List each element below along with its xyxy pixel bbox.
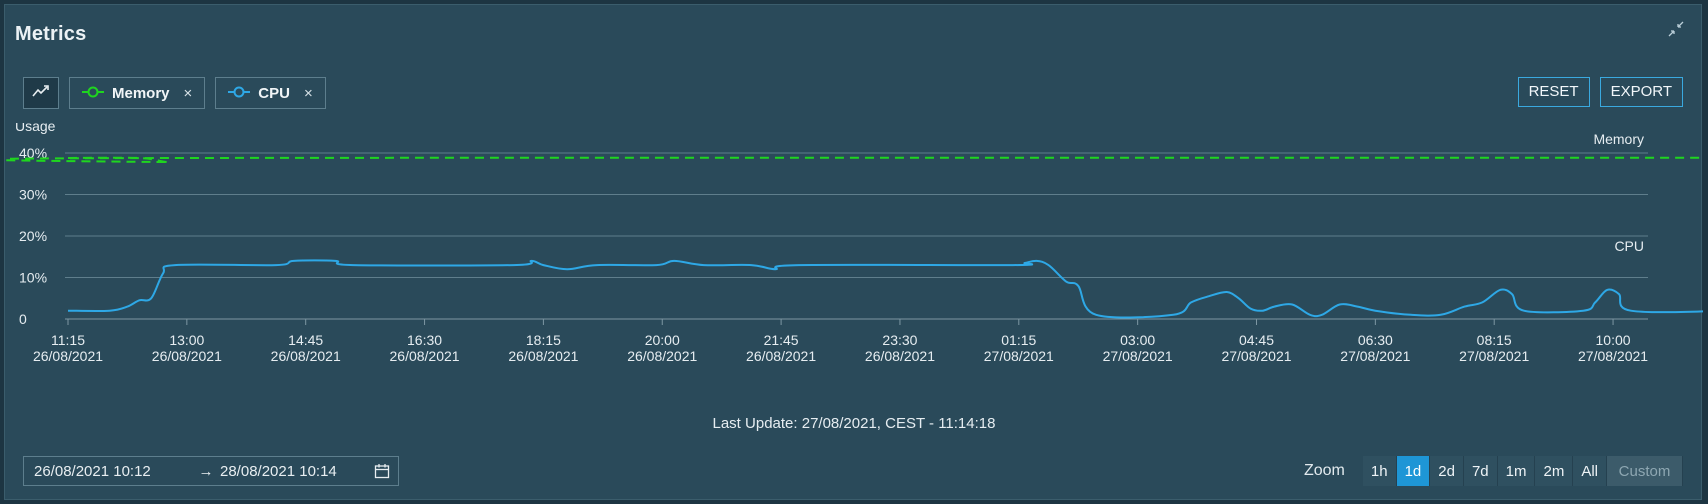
y-tick-label: 20% (19, 228, 47, 244)
panel-title: Metrics (15, 23, 87, 45)
x-tick-time: 11:15 (51, 332, 85, 348)
x-tick-date: 27/08/2021 (1578, 348, 1648, 364)
export-button[interactable]: EXPORT (1599, 77, 1683, 107)
series-marker-icon (82, 85, 104, 102)
remove-series-icon[interactable]: × (303, 84, 313, 102)
zoom-1m-button[interactable]: 1m (1497, 456, 1536, 486)
chart-actions: RESET EXPORT (1517, 77, 1683, 107)
last-update-text: Last Update: 27/08/2021, CEST - 11:14:18 (712, 415, 996, 432)
series-end-label: Memory (1593, 131, 1644, 147)
x-tick-time: 23:30 (882, 332, 917, 348)
date-range-picker[interactable]: 26/08/2021 10:12 → 28/08/2021 10:14 (23, 456, 399, 486)
zoom-controls: Zoom 1h 1d 2d 7d 1m 2m All Custom (1304, 456, 1683, 486)
x-tick-time: 01:15 (1001, 332, 1036, 348)
series-end-label: CPU (1614, 238, 1644, 254)
x-tick-date: 26/08/2021 (627, 348, 697, 364)
series-chip-label: Memory (112, 84, 170, 102)
x-tick-time: 08:15 (1477, 332, 1512, 348)
x-tick-time: 03:00 (1120, 332, 1155, 348)
calendar-icon[interactable] (374, 463, 390, 479)
y-tick-label: 10% (19, 270, 47, 286)
zoom-1h-button[interactable]: 1h (1362, 456, 1397, 486)
range-end-input[interactable]: 28/08/2021 10:14 (220, 462, 337, 480)
x-tick-time: 06:30 (1358, 332, 1393, 348)
x-tick-time: 21:45 (764, 332, 799, 348)
range-arrow-icon: → (198, 462, 214, 480)
x-tick-time: 04:45 (1239, 332, 1274, 348)
remove-series-icon[interactable]: × (183, 84, 193, 102)
x-tick-time: 16:30 (407, 332, 442, 348)
chart-type-button[interactable] (23, 77, 59, 109)
range-start-input[interactable]: 26/08/2021 10:12 (34, 462, 151, 480)
series-chip-memory[interactable]: Memory × (69, 77, 206, 109)
x-tick-date: 26/08/2021 (33, 348, 103, 364)
zoom-1d-button[interactable]: 1d (1396, 456, 1431, 486)
x-tick-time: 18:15 (526, 332, 561, 348)
zoom-label: Zoom (1303, 462, 1345, 479)
x-tick-date: 27/08/2021 (1340, 348, 1410, 364)
x-tick-date: 26/08/2021 (865, 348, 935, 364)
y-axis-title: Usage (15, 123, 56, 134)
series-marker-icon (228, 85, 251, 102)
series-toolbar: Memory × CPU × (23, 77, 326, 109)
usage-line-chart[interactable]: Usage010%20%30%40%11:1526/08/202113:0026… (5, 123, 1703, 413)
zoom-2m-button[interactable]: 2m (1535, 456, 1574, 486)
x-tick-date: 26/08/2021 (508, 348, 578, 364)
x-tick-date: 26/08/2021 (390, 348, 460, 364)
y-tick-label: 0 (19, 311, 27, 327)
x-tick-date: 27/08/2021 (984, 348, 1054, 364)
collapse-arrows-icon[interactable] (1665, 21, 1687, 43)
zoom-all-button[interactable]: All (1573, 456, 1607, 486)
series-chip-label: CPU (258, 84, 290, 102)
series-line-cpu (67, 259, 1703, 319)
y-tick-label: 30% (19, 187, 47, 203)
zoom-7d-button[interactable]: 7d (1463, 456, 1498, 486)
y-tick-label: 40% (19, 145, 47, 161)
x-tick-date: 27/08/2021 (1221, 348, 1291, 364)
x-tick-date: 26/08/2021 (746, 348, 816, 364)
x-tick-date: 27/08/2021 (1459, 348, 1529, 364)
x-tick-time: 20:00 (645, 332, 680, 348)
x-tick-time: 13:00 (169, 332, 204, 348)
trend-line-icon (32, 84, 50, 103)
series-line-memory (5, 156, 1703, 164)
x-tick-time: 10:00 (1596, 332, 1631, 348)
series-chip-cpu[interactable]: CPU × (215, 77, 326, 109)
reset-button[interactable]: RESET (1517, 77, 1590, 107)
x-tick-date: 26/08/2021 (152, 348, 222, 364)
x-tick-date: 27/08/2021 (1103, 348, 1173, 364)
x-tick-time: 14:45 (288, 332, 323, 348)
metrics-panel: Metrics Memory × CPU × RESET EXPORT Usag… (4, 4, 1703, 500)
zoom-2d-button[interactable]: 2d (1430, 456, 1464, 486)
x-tick-date: 26/08/2021 (271, 348, 341, 364)
zoom-custom-button: Custom (1607, 456, 1683, 486)
